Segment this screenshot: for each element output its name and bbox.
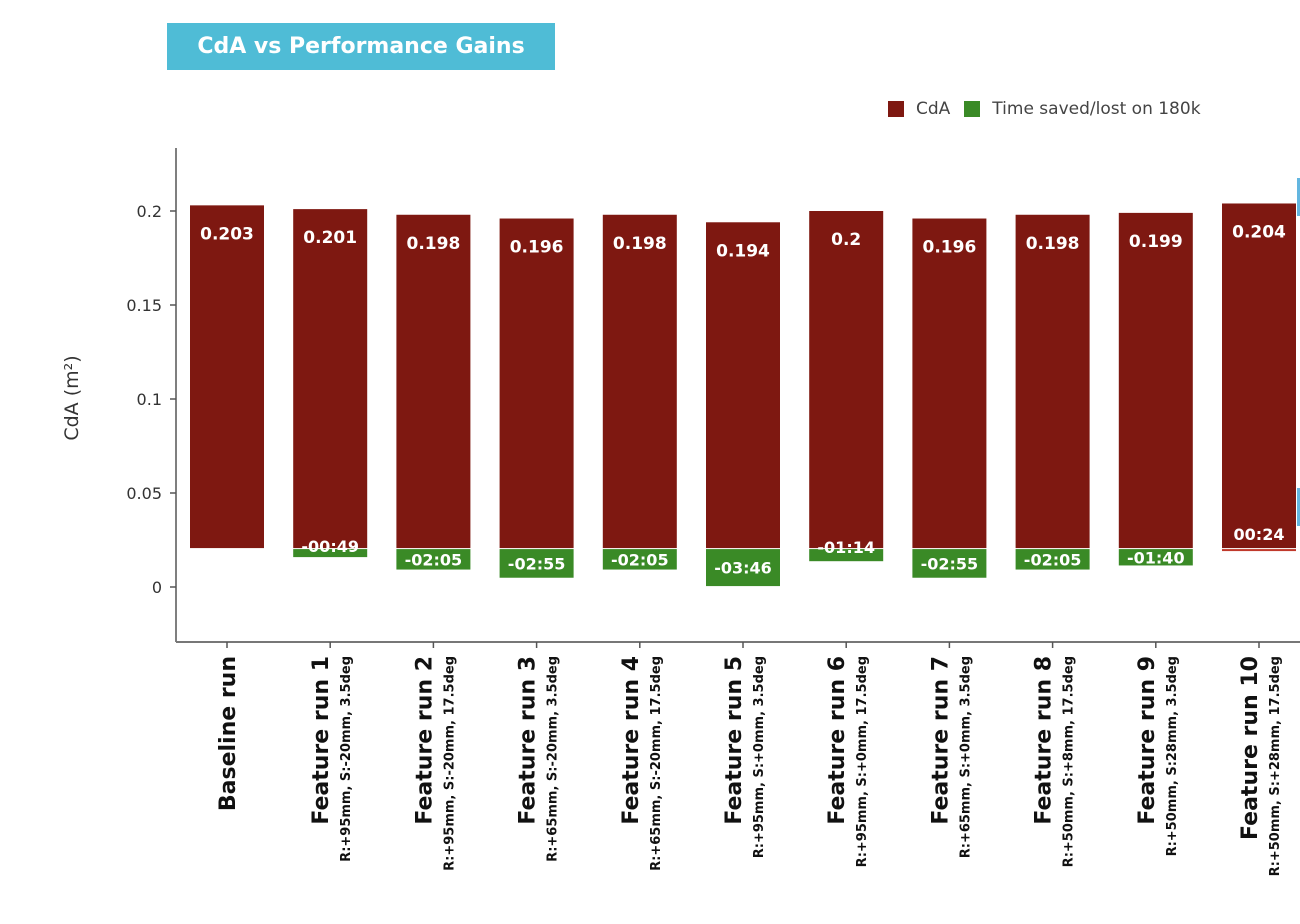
- scroll-indicator-top: [1297, 178, 1300, 216]
- y-tick-label: 0.1: [137, 390, 162, 409]
- x-tick-label-group: Feature run 9 R:+50mm, S:28mm, 3.5deg: [1135, 656, 1180, 856]
- x-tick-sublabel: R:+65mm, S:-20mm, 3.5deg: [546, 656, 561, 862]
- cda-bar: [809, 211, 884, 549]
- cda-bar: [1222, 203, 1296, 549]
- x-tick-label: Feature run 2: [412, 656, 437, 825]
- x-tick-label: Feature run 7: [928, 656, 953, 825]
- cda-value-label: 0.196: [510, 238, 564, 258]
- time-value-label: -00:49: [301, 537, 359, 556]
- chart-title: CdA vs Performance Gains: [167, 23, 555, 70]
- time-value-label: -02:55: [921, 554, 979, 573]
- legend-label-time: Time saved/lost on 180k: [992, 99, 1201, 119]
- legend-swatch-cda: [888, 101, 904, 117]
- x-tick-label: Feature run 3: [516, 656, 541, 825]
- time-value-label: -02:05: [611, 550, 669, 569]
- x-tick-label-group: Baseline run: [216, 656, 241, 811]
- legend-label-cda: CdA: [916, 99, 951, 119]
- x-tick-sublabel: R:+65mm, S:+0mm, 3.5deg: [958, 656, 973, 858]
- cda-bar: [190, 205, 264, 549]
- cda-bar: [912, 218, 987, 549]
- time-bar: [1015, 549, 1090, 570]
- time-value-label: 00:24: [1234, 525, 1285, 544]
- x-tick-sublabel: R:+95mm, S:+0mm, 17.5deg: [855, 656, 870, 867]
- x-tick-label: Feature run 1: [309, 656, 334, 825]
- x-tick-label: Feature run 10: [1238, 656, 1263, 840]
- cda-value-label: 0.198: [613, 234, 667, 254]
- x-tick-label: Feature run 9: [1135, 656, 1160, 825]
- cda-bar: [293, 209, 368, 549]
- x-tick-sublabel: R:+95mm, S:+0mm, 3.5deg: [752, 656, 767, 858]
- x-tick-label-group: Feature run 10 R:+50mm, S:+28mm, 17.5deg: [1238, 656, 1283, 876]
- cda-value-label: 0.2: [831, 230, 861, 250]
- y-tick-label: 0.2: [137, 202, 162, 221]
- legend-item-cda: CdA: [888, 99, 950, 119]
- x-tick-label-group: Feature run 4 R:+65mm, S:-20mm, 17.5deg: [619, 656, 664, 871]
- legend-item-time: Time saved/lost on 180k: [964, 99, 1201, 119]
- time-bar: [809, 549, 884, 562]
- time-value-label: -03:46: [714, 559, 772, 578]
- time-value-label: -01:40: [1127, 548, 1185, 567]
- x-tick-label: Feature run 6: [825, 656, 850, 825]
- x-tick-label: Baseline run: [216, 656, 241, 811]
- x-tick-sublabel: R:+50mm, S:28mm, 3.5deg: [1165, 656, 1180, 856]
- time-bar: [1118, 549, 1193, 566]
- cda-value-label: 0.198: [407, 234, 461, 254]
- x-tick-label-group: Feature run 2 R:+95mm, S:-20mm, 17.5deg: [412, 656, 457, 871]
- cda-bar: [1118, 212, 1193, 549]
- time-bar: [912, 549, 987, 578]
- x-tick-label-group: Feature run 3 R:+65mm, S:-20mm, 3.5deg: [516, 656, 561, 862]
- cda-value-label: 0.194: [716, 241, 770, 261]
- time-bar: [293, 549, 368, 558]
- x-tick-label-group: Feature run 7 R:+65mm, S:+0mm, 3.5deg: [928, 656, 973, 858]
- scroll-indicator-bottom: [1297, 488, 1300, 526]
- x-tick-sublabel: R:+65mm, S:-20mm, 17.5deg: [649, 656, 664, 871]
- time-bar: [706, 549, 780, 587]
- axes: 0 0.05 0.1 0.15 0.2: [126, 148, 1300, 648]
- x-tick-label: Feature run 4: [619, 656, 644, 825]
- cda-bar: [396, 214, 471, 549]
- time-value-label: -01:14: [817, 538, 875, 557]
- y-tick-label: 0.15: [126, 296, 162, 315]
- cda-value-label: 0.203: [200, 224, 254, 244]
- x-axis-labels: Baseline run Feature run 1 R:+95mm, S:-20m…: [216, 656, 1283, 876]
- cda-bar: [602, 214, 677, 549]
- x-tick-label-group: Feature run 1 R:+95mm, S:-20mm, 3.5deg: [309, 656, 354, 862]
- y-tick-label: 0.05: [126, 484, 162, 503]
- x-tick-label: Feature run 5: [722, 656, 747, 825]
- cda-value-label: 0.199: [1129, 232, 1183, 252]
- cda-value-label: 0.196: [923, 238, 977, 258]
- x-tick-sublabel: R:+50mm, S:+8mm, 17.5deg: [1062, 656, 1077, 867]
- time-value-label: -02:55: [508, 554, 566, 573]
- cda-bar: [499, 218, 574, 549]
- x-tick-sublabel: R:+50mm, S:+28mm, 17.5deg: [1268, 656, 1283, 876]
- time-value-label: -02:05: [405, 550, 463, 569]
- x-tick-label: Feature run 8: [1032, 656, 1057, 825]
- time-bar: [602, 549, 677, 570]
- time-bar: [1222, 549, 1296, 552]
- cda-bar: [706, 222, 780, 549]
- cda-value-label: 0.201: [303, 228, 357, 248]
- legend-swatch-time: [964, 101, 981, 117]
- cda-value-label: 0.198: [1026, 234, 1080, 254]
- time-value-label: -02:05: [1024, 550, 1082, 569]
- cda-bar: [1015, 214, 1090, 549]
- x-tick-label-group: Feature run 6 R:+95mm, S:+0mm, 17.5deg: [825, 656, 870, 867]
- cda-value-label: 0.204: [1232, 222, 1286, 242]
- time-bar: [396, 549, 471, 570]
- y-axis-label: CdA (m²): [61, 355, 83, 440]
- x-tick-sublabel: R:+95mm, S:-20mm, 3.5deg: [339, 656, 354, 862]
- x-tick-label-group: Feature run 5 R:+95mm, S:+0mm, 3.5deg: [722, 656, 767, 858]
- time-bar: [499, 549, 574, 578]
- x-tick-label-group: Feature run 8 R:+50mm, S:+8mm, 17.5deg: [1032, 656, 1077, 867]
- y-tick-label: 0: [152, 578, 162, 597]
- legend: CdA Time saved/lost on 180k: [888, 97, 1215, 121]
- bars: 0.203 0.201 -00:49 0.198 -02:05 0.196 -02:55 0.…: [190, 203, 1296, 587]
- x-tick-sublabel: R:+95mm, S:-20mm, 17.5deg: [442, 656, 457, 871]
